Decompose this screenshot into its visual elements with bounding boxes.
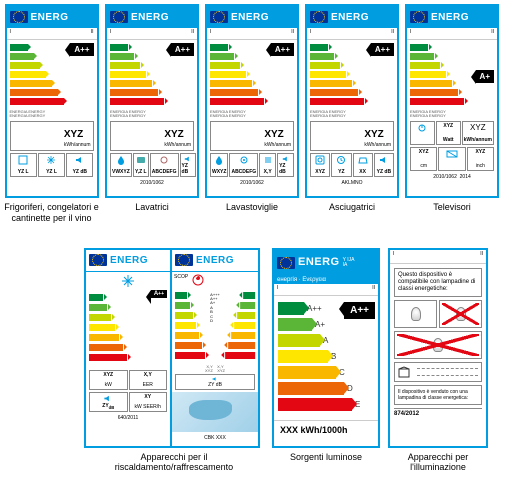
- sold-text: Il dispositivo è venduto con una lampadi…: [394, 385, 482, 405]
- caption-asciugatrici: Asciugatrici: [329, 202, 375, 213]
- cell-lavatrici: ENERG III A++ ENERGIA ENERGYENERGIA ENER…: [105, 4, 199, 224]
- watt-icon: XYZWatt: [436, 121, 461, 145]
- brand-row: III: [7, 28, 97, 40]
- arrows: A++ A++ A+ A B C D E: [274, 296, 378, 420]
- settings-icon: X,Y: [259, 153, 276, 177]
- dryer-icon: XYZ: [310, 153, 330, 177]
- label-lavastoviglie: ENERG III A++ ENERGIA ENERGYENERGIA ENER…: [205, 4, 299, 198]
- label-televisori: ENERG III A+ ENERGIA ENERGYENERGIA ENERG…: [405, 4, 499, 198]
- noise-icon: ZY dB: [175, 374, 255, 390]
- package-pictogram: [394, 362, 482, 382]
- spec-icons: YZ L YZ L YZ dB: [10, 153, 94, 177]
- compat-text: Questo dispositivo è compatibile con lam…: [394, 268, 482, 298]
- cell-sorgenti: ENERG Y IJA IA енергія · Ενεργεια III A+…: [272, 248, 380, 474]
- caption-sorgenti: Sorgenti luminose: [290, 452, 362, 463]
- arrows: A++: [7, 40, 97, 109]
- cell-illuminazione: III Questo dispositivo è compatibile con…: [388, 248, 488, 474]
- cell-climate: ENERG A++ XYZkW X,YEER ZYdB XYkW SEER/h …: [84, 248, 264, 474]
- eu-flag-icon: [410, 11, 428, 23]
- bulb-grid: [394, 300, 482, 328]
- bulb-ok-icon: [394, 300, 437, 328]
- eu-flag-icon: [175, 254, 193, 266]
- xyz-unit: kWh/annum: [64, 142, 91, 148]
- cell-asciugatrici: ENERG III A++ ENERGIA ENERGYENERGIA ENER…: [305, 4, 399, 224]
- spec-icons: VWXYZ Y,Z L ABCDEFG YZ dB: [110, 153, 194, 177]
- subheader: енергія · Ενεργεια: [274, 276, 378, 284]
- noise-icon: YZ dB: [374, 153, 394, 177]
- eu-flag-icon: [89, 254, 107, 266]
- label-asciugatrici: ENERG III A++ ENERGIA ENERGYENERGIA ENER…: [305, 4, 399, 198]
- bottom-row: ENERG A++ XYZkW X,YEER ZYdB XYkW SEER/h …: [4, 248, 517, 474]
- rating-badge: A++: [70, 43, 93, 56]
- energ-text: ENERG: [131, 12, 169, 23]
- kwh-box: XYZ kWh/annum: [10, 121, 94, 151]
- xyz-val: XYZ: [64, 129, 83, 140]
- tiny-text: ENERGIA ENERGYENERGIA ENERGY: [7, 109, 97, 119]
- header: ENERG: [7, 6, 97, 28]
- power-switch-icon: [410, 121, 435, 145]
- snowflake-icon: [86, 272, 170, 290]
- header: ENERG: [107, 6, 197, 28]
- time-icon: YZ: [331, 153, 351, 177]
- label-illuminazione: III Questo dispositivo è compatibile con…: [388, 248, 488, 448]
- bulb-no-icon: [439, 300, 482, 328]
- eu-flag-icon: [210, 11, 228, 23]
- label-lavatrici: ENERG III A++ ENERGIA ENERGYENERGIA ENER…: [105, 4, 199, 198]
- rating-badge: A++: [151, 290, 167, 298]
- capacity-icon: YZ L: [10, 153, 37, 177]
- caption-frigo: Frigoriferi, congelatori e cantinette pe…: [4, 202, 99, 224]
- water-icon: WXYZ: [210, 153, 228, 177]
- regulation: 874/2012: [394, 408, 482, 417]
- eu-flag-icon: [10, 11, 28, 23]
- drying-icon: ABCDEFG: [229, 153, 258, 177]
- noise-icon: YZ dB: [277, 153, 294, 177]
- label-frigo: ENERG III A++ ENERGIA ENERGYENERGIA ENER…: [5, 4, 99, 198]
- arrows: A++: [107, 40, 197, 109]
- top-row: ENERG III A++ ENERGIA ENERGYENERGIA ENER…: [4, 4, 517, 224]
- freezer-icon: YZ L: [38, 153, 65, 177]
- rating-badge: A+: [476, 70, 494, 83]
- noise-icon: YZ dB: [180, 153, 196, 177]
- caption-lavastoviglie: Lavastoviglie: [226, 202, 278, 213]
- rating-badge: A++: [171, 43, 194, 56]
- rating-badge: A++: [344, 302, 375, 319]
- mark-I: I: [10, 29, 11, 38]
- box-icon: [398, 366, 414, 378]
- spin-icon: ABCDEFG: [150, 153, 179, 177]
- footer-ref: 2010/1062: [107, 179, 197, 187]
- energ-text: ENERG: [31, 12, 69, 23]
- kwh-annum: XYZkWh/annum: [462, 121, 494, 145]
- eu-flag-icon: [110, 11, 128, 23]
- screen-icon: [438, 147, 465, 171]
- caption-lavatrici: Lavatrici: [135, 202, 169, 213]
- kwh-footer: XXX kWh/1000h: [274, 420, 378, 439]
- size-inch-icon: XYZinch: [467, 147, 494, 171]
- label-sorgenti: ENERG Y IJA IA енергія · Ενεργεια III A+…: [272, 248, 380, 448]
- load-icon: Y,Z L: [133, 153, 149, 177]
- europe-map: [172, 392, 258, 432]
- size-cm-icon: XYZcm: [410, 147, 437, 171]
- caption-illuminazione: Apparecchi per l'illuminazione: [391, 452, 486, 474]
- mark-II: II: [91, 29, 94, 38]
- caption-televisori: Televisori: [433, 202, 471, 213]
- eu-flag-icon: [310, 11, 328, 23]
- load-icon: XX: [353, 153, 373, 177]
- rating-badge: A++: [371, 43, 394, 56]
- bulb-no-icon: [394, 331, 482, 359]
- noise-icon: ZYdB: [89, 392, 128, 412]
- label-climate-cool: ENERG A++ XYZkW X,YEER ZYdB XYkW SEER/h …: [84, 248, 172, 448]
- water-icon: VWXYZ: [110, 153, 132, 177]
- label-climate-heat: ENERG SCOP A+++A++A+ABCD X,Y X,Y XYZ XYZ: [172, 248, 260, 448]
- cell-frigo: ENERG III A++ ENERGIA ENERGYENERGIA ENER…: [4, 4, 99, 224]
- caption-riscaldamento: Apparecchi per il riscaldamento/raffresc…: [84, 452, 264, 474]
- cell-lavastoviglie: ENERG III A++ ENERGIA ENERGYENERGIA ENER…: [205, 4, 299, 224]
- fan-icon: [192, 274, 204, 286]
- cell-televisori: ENERG III A+ ENERGIA ENERGYENERGIA ENERG…: [405, 4, 499, 224]
- brand-row: III: [107, 28, 197, 40]
- kwh-box: XYZkWh/annum: [110, 121, 194, 151]
- noise-icon: YZ dB: [66, 153, 93, 177]
- rating-badge: A++: [271, 43, 294, 56]
- eu-flag-icon: [277, 257, 295, 269]
